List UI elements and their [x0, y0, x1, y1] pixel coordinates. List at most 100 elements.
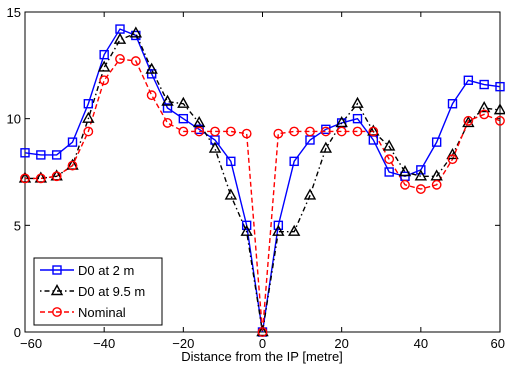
data-point-series-3	[400, 179, 410, 190]
x-tick-label: −60	[20, 336, 42, 351]
legend: D0 at 2 m D0 at 9.5 m Nominal	[33, 257, 163, 326]
data-point-series-1	[67, 137, 78, 147]
data-point-series-3	[194, 126, 205, 137]
data-point-series-2	[177, 96, 190, 108]
data-point-series-3	[336, 126, 347, 137]
data-point-series-3	[368, 126, 379, 137]
x-tick-label: 40	[414, 336, 428, 351]
data-point-series-2	[224, 188, 238, 200]
data-point-series-1	[99, 49, 109, 60]
data-point-series-2	[97, 60, 111, 72]
x-axis-label: Distance from the IP [metre]	[181, 349, 343, 364]
data-point-series-3	[20, 173, 30, 184]
data-point-series-3	[447, 154, 458, 165]
legend-box	[33, 257, 163, 326]
legend-marker-1	[52, 265, 62, 275]
data-point-series-2	[303, 188, 317, 200]
data-point-series-2	[335, 115, 348, 128]
data-point-series-3	[384, 154, 395, 165]
data-point-series-3	[83, 126, 94, 137]
data-point-series-2	[414, 169, 428, 181]
data-point-series-3	[178, 126, 189, 137]
data-point-series-1	[495, 81, 505, 92]
data-point-series-2	[129, 26, 143, 38]
data-point-series-2	[161, 94, 174, 106]
legend-label-3: Nominal	[78, 305, 126, 320]
legend-marker-2	[50, 284, 64, 296]
x-tick-label: 0	[259, 336, 266, 351]
data-point-series-1	[447, 99, 458, 109]
data-point-series-3	[67, 160, 78, 171]
data-point-series-2	[382, 139, 396, 151]
data-point-series-3	[495, 115, 505, 126]
data-point-series-2	[113, 32, 127, 44]
data-point-series-2	[192, 115, 206, 128]
data-point-series-3	[225, 126, 236, 137]
y-tick-label: 15	[7, 5, 21, 20]
data-point-series-3	[115, 54, 125, 64]
data-point-series-1	[36, 150, 46, 160]
data-point-series-1	[273, 220, 284, 231]
legend-label-2: D0 at 9.5 m	[78, 284, 145, 299]
y-tick-label: 10	[7, 112, 21, 127]
data-point-series-3	[241, 128, 252, 139]
data-point-series-1	[384, 167, 394, 177]
x-tick-label: 60	[491, 336, 505, 351]
data-point-series-3	[463, 115, 474, 126]
data-point-series-3	[51, 171, 62, 182]
data-point-series-3	[479, 109, 490, 120]
data-point-series-1	[20, 148, 30, 158]
data-point-series-3	[320, 126, 331, 137]
data-point-series-2	[446, 147, 459, 160]
data-point-series-3	[210, 126, 220, 137]
data-point-series-2	[430, 169, 443, 181]
data-point-series-2	[351, 96, 364, 108]
data-point-series-1	[83, 99, 94, 109]
data-point-series-1	[463, 75, 474, 85]
legend-label-1: D0 at 2 m	[78, 263, 134, 278]
data-point-series-2	[477, 101, 491, 113]
data-point-series-3	[162, 118, 173, 128]
legend-items: D0 at 2 m D0 at 9.5 m Nominal	[40, 263, 145, 320]
data-point-series-1	[352, 113, 363, 124]
data-point-series-1	[479, 79, 489, 90]
x-tick-label: 20	[334, 336, 348, 351]
data-point-series-3	[35, 173, 46, 184]
data-point-series-3	[257, 327, 268, 337]
data-point-series-3	[431, 179, 442, 190]
data-point-series-1	[241, 220, 252, 231]
data-point-series-3	[99, 75, 110, 86]
legend-marker-3	[52, 307, 62, 317]
y-tick-label: 5	[14, 218, 21, 233]
data-point-series-3	[305, 126, 315, 137]
data-point-series-3	[146, 90, 157, 101]
x-tick-label: −40	[93, 336, 115, 351]
data-point-series-3	[415, 184, 426, 194]
data-point-series-1	[146, 69, 157, 79]
data-point-series-2	[493, 103, 505, 115]
data-point-series-2	[319, 141, 333, 153]
data-point-series-3	[352, 126, 363, 137]
data-point-series-1	[289, 156, 299, 167]
data-point-series-2	[272, 224, 285, 236]
series-markers	[18, 24, 505, 337]
x-tick-label: −20	[172, 336, 194, 351]
data-point-series-3	[130, 56, 141, 66]
data-point-series-1	[416, 165, 426, 175]
data-point-series-2	[398, 165, 412, 177]
data-point-series-2	[240, 224, 253, 236]
data-point-series-1	[51, 150, 62, 160]
data-point-series-3	[273, 128, 284, 139]
data-point-series-2	[287, 224, 301, 236]
data-point-series-2	[462, 115, 475, 128]
data-point-series-2	[208, 141, 222, 153]
data-point-series-1	[162, 103, 173, 113]
data-point-series-2	[82, 111, 95, 123]
data-point-series-1	[178, 113, 189, 124]
series-line-3	[25, 58, 501, 333]
data-point-series-1	[226, 156, 236, 167]
tick-labels: −60 −40 −20 0 20 40 60 0 5 10 15	[7, 5, 505, 351]
y-tick-label: 0	[14, 325, 21, 340]
data-point-series-2	[145, 62, 158, 74]
